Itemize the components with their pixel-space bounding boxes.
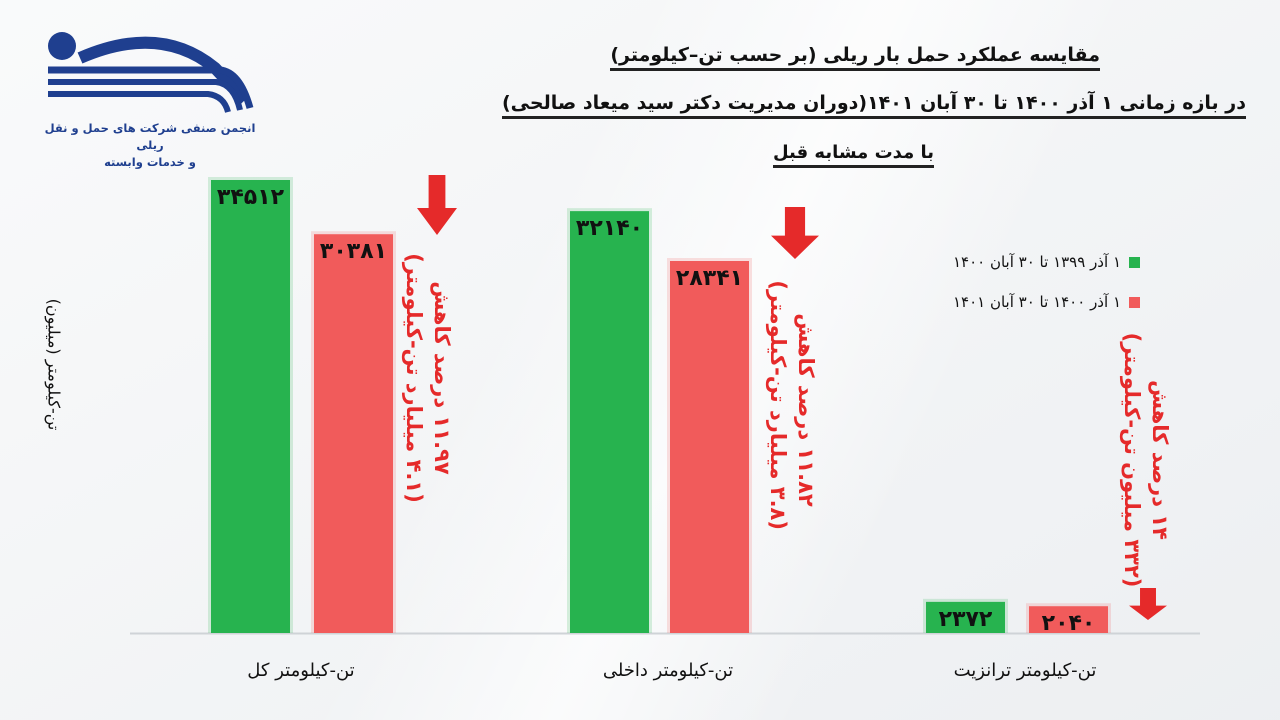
decrease-arrow-icon-total (417, 175, 457, 235)
bar-value-label-domestic-prev: ۳۲۱۴۰ (576, 216, 643, 241)
bar-domestic-curr (670, 260, 749, 633)
category-label-transit: تن-کیلومتر ترانزیت (953, 660, 1097, 681)
bar-total-prev (211, 180, 290, 633)
annotation-domestic-line2: (۳.۸ میلیارد تن-کیلومتر) (766, 280, 790, 530)
bar-total-curr (314, 234, 393, 633)
bar-value-label-total-curr: ۳۰۳۸۱ (320, 239, 387, 264)
category-label-domestic: تن-کیلومتر داخلی (602, 660, 734, 681)
logo-caption-line1: انجمن صنفی شرکت های حمل و نقل ریلی (44, 121, 256, 152)
decrease-arrow-icon-transit (1129, 588, 1167, 620)
logo-rail-3 (48, 91, 231, 113)
legend-swatch-prev (1129, 256, 1140, 268)
page-subtitle: در بازه زمانی ۱ آذر ۱۴۰۰ تا ۳۰ آبان ۱۴۰۱… (502, 92, 1246, 119)
annotation-transit-line2: (۳۳۲ میلیون تن-کیلومتر) (1120, 332, 1144, 588)
bar-value-label-total-prev: ۳۴۵۱۲ (217, 185, 285, 210)
bar-value-label-transit-curr: ۲۰۴۰ (1042, 611, 1096, 636)
logo-arc (77, 36, 250, 105)
legend-label-curr: ۱ آذر ۱۴۰۰ تا ۳۰ آبان ۱۴۰۱ (952, 293, 1121, 311)
annotation-transit: ۱۴ درصد کاهش (۳۳۲ میلیون تن-کیلومتر) (1114, 320, 1174, 600)
logo (48, 32, 254, 113)
annotation-total-line2: (۴.۱ میلیارد تن-کیلومتر) (402, 253, 426, 503)
page-title: مقایسه عملکرد حمل بار ریلی (بر حسب تن–کی… (610, 44, 1100, 71)
category-label-total: تن-کیلومتر کل (247, 660, 355, 681)
legend-item-curr: ۱ آذر ۱۴۰۰ تا ۳۰ آبان ۱۴۰۱ (953, 293, 1140, 311)
logo-rail-2 (48, 79, 243, 111)
bar-transit-curr (1029, 606, 1108, 633)
logo-circle (48, 32, 76, 60)
annotation-total: ۱۱.۹۷ درصد کاهش (۴.۱ میلیارد تن-کیلومتر) (396, 248, 456, 508)
logo-caption: انجمن صنفی شرکت های حمل و نقل ریلی و خدم… (40, 120, 260, 171)
logo-rail-1 (48, 66, 254, 109)
legend-swatch-curr (1129, 296, 1140, 308)
page-subtitle-2: با مدت مشابه قبل (772, 142, 934, 168)
logo-caption-line2: و خدمات وابسته (104, 155, 196, 169)
decrease-arrow-icon-domestic (771, 207, 819, 259)
legend-item-prev: ۱ آذر ۱۳۹۹ تا ۳۰ آبان ۱۴۰۰ (953, 253, 1140, 271)
bar-value-label-transit-prev: ۲۳۷۲ (939, 607, 993, 632)
bar-value-label-domestic-curr: ۲۸۳۴۱ (676, 266, 743, 291)
annotation-domestic-line1: ۱۱.۸۲ درصد کاهش (794, 313, 818, 507)
annotation-transit-line1: ۱۴ درصد کاهش (1148, 380, 1172, 540)
bar-domestic-prev (570, 211, 649, 633)
legend-label-prev: ۱ آذر ۱۳۹۹ تا ۳۰ آبان ۱۴۰۰ (952, 253, 1121, 271)
annotation-domestic: ۱۱.۸۲ درصد کاهش (۳.۸ میلیارد تن-کیلومتر) (760, 280, 820, 530)
bar-transit-prev (926, 601, 1005, 633)
annotation-total-line1: ۱۱.۹۷ درصد کاهش (430, 281, 454, 475)
